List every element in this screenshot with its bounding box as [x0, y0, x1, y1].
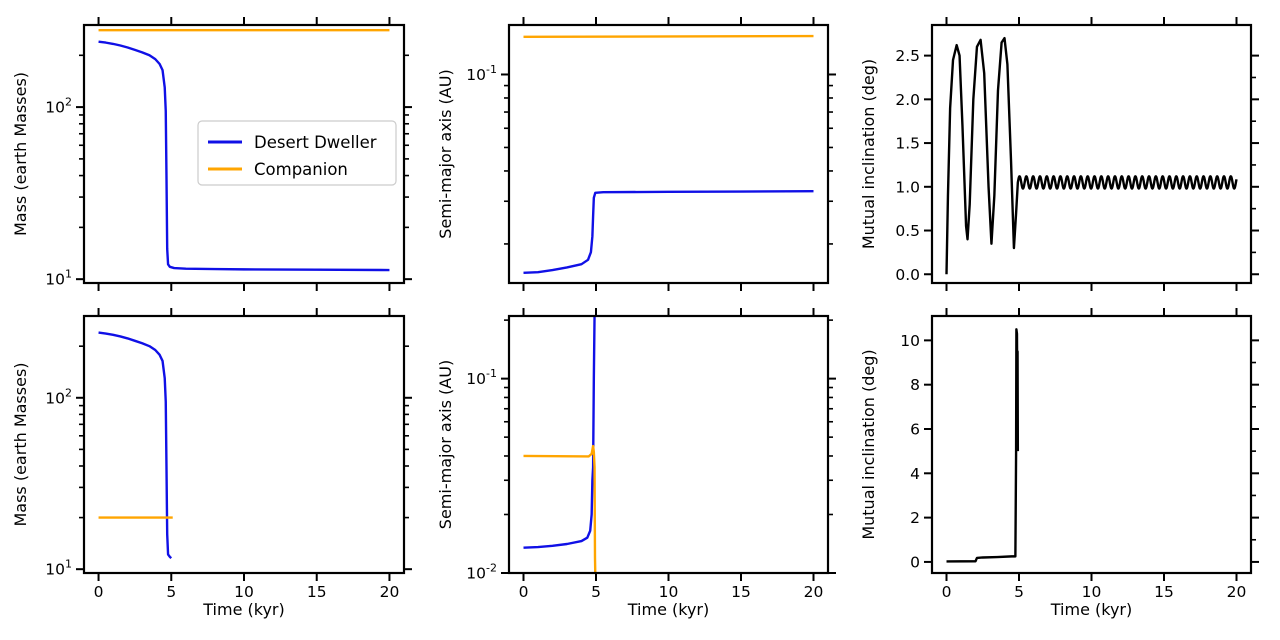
y-tick-label: 0.5	[895, 222, 920, 240]
x-tick-label: 0	[519, 583, 529, 601]
y-tick-label: 2	[910, 509, 920, 527]
y-tick-label: 10-1	[466, 367, 497, 388]
y-tick-label: 1.0	[895, 178, 920, 196]
y-axis-label: Semi-major axis (AU)	[436, 360, 455, 529]
series-line-inclination	[945, 36, 1238, 275]
x-axis-label: Time (kyr)	[1050, 600, 1132, 619]
y-tick-label: 1.5	[895, 135, 920, 153]
plot-area	[98, 331, 173, 560]
y-axis-label: Mutual inclination (deg)	[859, 59, 878, 249]
y-tick-label: 102	[45, 386, 72, 407]
plot-area	[523, 34, 814, 275]
series-line-desert-dweller	[98, 40, 390, 272]
y-tick-label: 6	[910, 420, 920, 438]
panel-bottom-right: 0 5 10 15 20 0 2 4 6 8 10 Mutual inclination (deg) T…	[859, 308, 1259, 619]
y-tick-label: 0	[910, 553, 920, 571]
x-tick-label: 20	[1227, 583, 1247, 601]
legend: Desert Dweller Companion	[197, 120, 397, 186]
series-line-companion	[523, 444, 597, 573]
y-tick-label: 8	[910, 376, 920, 394]
axes-frame	[507, 314, 830, 575]
axes-frame	[930, 23, 1253, 285]
y-tick-label: 4	[910, 465, 920, 483]
plot-area	[946, 328, 1020, 563]
y-tick-label: 2.5	[895, 47, 920, 65]
x-axis-label: Time (kyr)	[202, 600, 284, 619]
y-axis-label: Semi-major axis (AU)	[436, 69, 455, 238]
x-tick-label: 20	[380, 583, 400, 601]
x-tick-label: 0	[94, 583, 104, 601]
panel-top-right: 0.0 0.5 1.0 1.5 2.0 2.5 Mutual inclination (de…	[859, 17, 1259, 291]
series-line-desert-dweller	[523, 316, 596, 549]
legend-box	[197, 120, 397, 186]
panel-bottom-middle: 0 5 10 15 20 10-2 10-1 Semi-major axis (AU) Time…	[436, 308, 836, 619]
x-tick-label: 0	[942, 583, 952, 601]
x-tick-label: 15	[307, 583, 327, 601]
x-tick-label: 10	[234, 583, 254, 601]
x-tick-label: 5	[1014, 583, 1024, 601]
x-tick-label: 20	[804, 583, 824, 601]
x-tick-label: 5	[591, 583, 601, 601]
y-axis-label: Mass (earth Masses)	[11, 362, 30, 526]
y-tick-label: 0.0	[895, 266, 920, 284]
plot-area	[523, 316, 597, 573]
series-line-desert-dweller	[98, 331, 173, 560]
series-line-inclination	[946, 328, 1020, 563]
axes-frame	[82, 314, 406, 575]
y-tick-label: 101	[45, 558, 72, 579]
panel-top-middle: 10-1 Semi-major axis (AU)	[436, 17, 836, 291]
legend-entry: Companion	[254, 160, 348, 179]
series-line-desert-dweller	[523, 190, 814, 275]
x-axis-label: Time (kyr)	[627, 600, 709, 619]
y-tick-label: 102	[45, 96, 72, 117]
plot-area	[945, 36, 1238, 275]
x-tick-label: 15	[1154, 583, 1174, 601]
y-tick-label: 10	[900, 332, 920, 350]
panel-bottom-left: 0 5 10 15 20 101 102 Mass (earth Masses) Time (k…	[11, 308, 412, 619]
y-tick-label: 10-1	[466, 63, 497, 84]
y-tick-label: 101	[45, 268, 72, 289]
axes-frame	[507, 23, 830, 285]
panel-top-left: 101 102 Mass (earth Masses) Desert Dweller C…	[11, 17, 412, 291]
x-tick-label: 10	[1082, 583, 1102, 601]
plot-area	[98, 28, 390, 272]
y-axis-label: Mass (earth Masses)	[11, 72, 30, 236]
series-line-companion	[523, 34, 814, 39]
y-tick-label: 10-2	[466, 562, 497, 583]
axes-frame	[930, 314, 1253, 575]
y-tick-label: 2.0	[895, 91, 920, 109]
y-axis-label: Mutual inclination (deg)	[859, 349, 878, 539]
x-tick-label: 15	[731, 583, 751, 601]
legend-entry: Desert Dweller	[254, 133, 377, 152]
x-tick-label: 5	[166, 583, 176, 601]
x-tick-label: 10	[659, 583, 679, 601]
